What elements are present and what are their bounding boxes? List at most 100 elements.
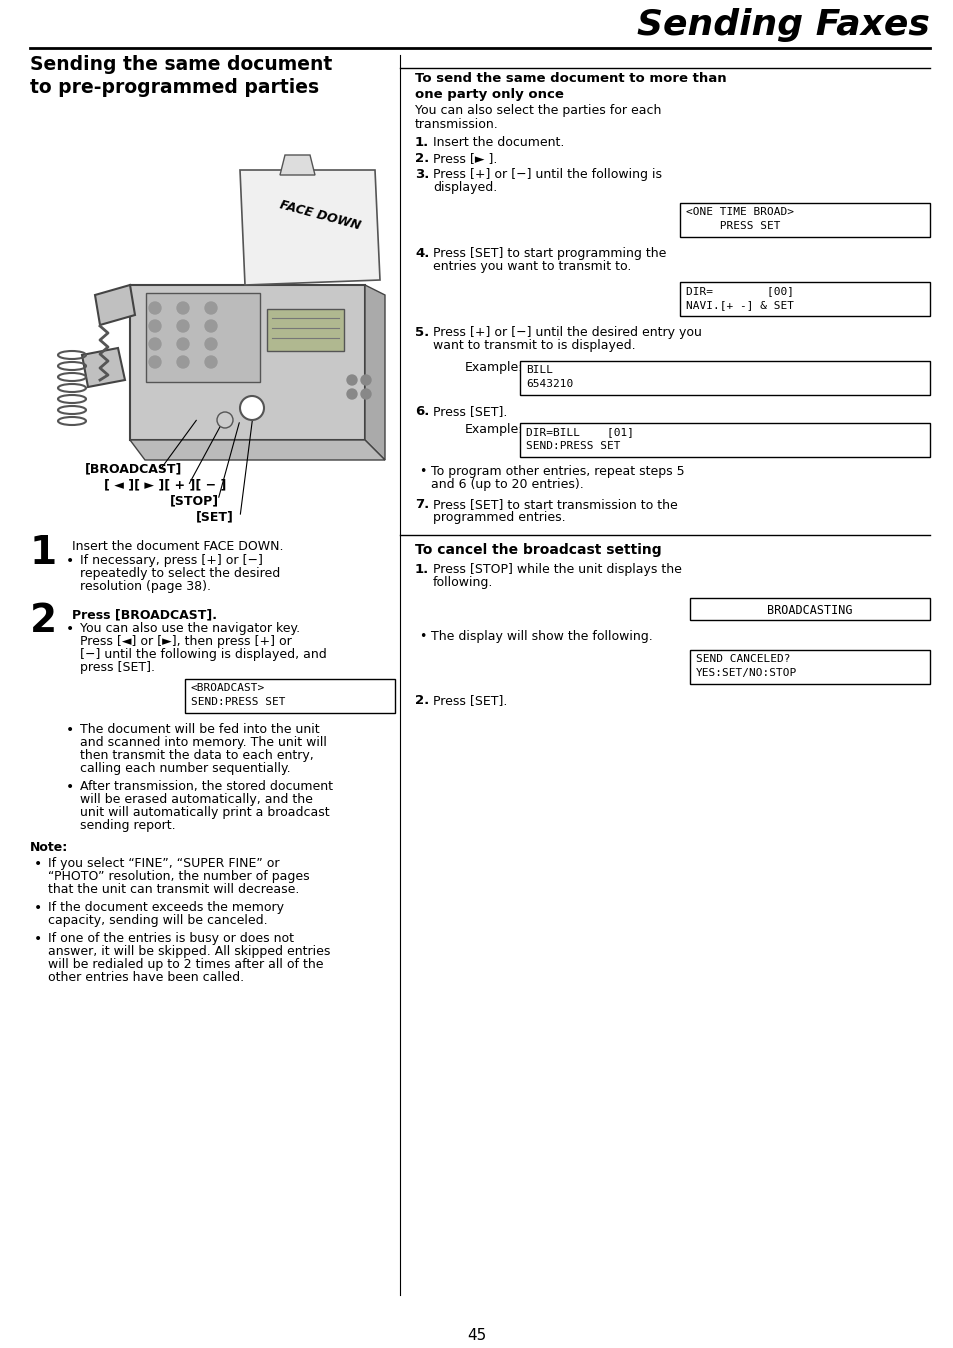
Text: If necessary, press [+] or [−]: If necessary, press [+] or [−] xyxy=(80,554,263,568)
Text: •: • xyxy=(66,621,74,636)
Text: FACE DOWN: FACE DOWN xyxy=(277,198,361,232)
Text: Sending Faxes: Sending Faxes xyxy=(637,8,929,42)
Text: •: • xyxy=(66,723,74,737)
Circle shape xyxy=(149,356,161,368)
Text: displayed.: displayed. xyxy=(433,181,497,194)
Polygon shape xyxy=(280,155,314,175)
Circle shape xyxy=(205,356,216,368)
Text: capacity, sending will be canceled.: capacity, sending will be canceled. xyxy=(48,914,268,927)
Text: •: • xyxy=(418,630,426,643)
Text: 5.: 5. xyxy=(415,326,429,338)
Circle shape xyxy=(216,412,233,429)
Text: [SET]: [SET] xyxy=(195,510,233,523)
Text: The document will be fed into the unit: The document will be fed into the unit xyxy=(80,723,319,736)
Text: Press [+] or [−] until the desired entry you: Press [+] or [−] until the desired entry… xyxy=(433,326,701,338)
FancyBboxPatch shape xyxy=(689,650,929,683)
Polygon shape xyxy=(365,284,385,460)
Text: You can also use the navigator key.: You can also use the navigator key. xyxy=(80,621,300,635)
Text: SEND:PRESS SET: SEND:PRESS SET xyxy=(191,697,285,706)
Text: DIR=        [00]: DIR= [00] xyxy=(685,286,793,297)
Text: Insert the document FACE DOWN.: Insert the document FACE DOWN. xyxy=(71,541,283,553)
Text: •: • xyxy=(34,931,42,946)
Text: BROADCASTING: BROADCASTING xyxy=(766,604,852,616)
Text: 6.: 6. xyxy=(415,404,429,418)
Text: Press [BROADCAST].: Press [BROADCAST]. xyxy=(71,608,216,621)
Text: sending report.: sending report. xyxy=(80,820,175,832)
Circle shape xyxy=(205,338,216,350)
FancyBboxPatch shape xyxy=(689,599,929,620)
Text: resolution (page 38).: resolution (page 38). xyxy=(80,580,211,593)
Text: 6543210: 6543210 xyxy=(525,379,573,390)
Text: Press [STOP] while the unit displays the: Press [STOP] while the unit displays the xyxy=(433,563,681,576)
Text: You can also select the parties for each: You can also select the parties for each xyxy=(415,104,660,117)
Text: press [SET].: press [SET]. xyxy=(80,661,154,674)
FancyBboxPatch shape xyxy=(267,309,344,350)
Text: To send the same document to more than: To send the same document to more than xyxy=(415,71,726,85)
Text: After transmission, the stored document: After transmission, the stored document xyxy=(80,780,333,793)
Text: [STOP]: [STOP] xyxy=(170,493,219,507)
Polygon shape xyxy=(82,348,125,387)
Text: To program other entries, repeat steps 5: To program other entries, repeat steps 5 xyxy=(431,465,684,479)
FancyBboxPatch shape xyxy=(679,204,929,237)
Text: 2.: 2. xyxy=(415,152,429,164)
Text: The display will show the following.: The display will show the following. xyxy=(431,630,652,643)
Circle shape xyxy=(360,375,371,386)
Text: BILL: BILL xyxy=(525,365,553,375)
Text: transmission.: transmission. xyxy=(415,119,498,131)
Text: one party only once: one party only once xyxy=(415,88,563,101)
Circle shape xyxy=(205,319,216,332)
Text: programmed entries.: programmed entries. xyxy=(433,511,565,524)
Text: <ONE TIME BROAD>: <ONE TIME BROAD> xyxy=(685,208,793,217)
Text: other entries have been called.: other entries have been called. xyxy=(48,971,244,984)
Circle shape xyxy=(240,396,264,421)
Text: [−] until the following is displayed, and: [−] until the following is displayed, an… xyxy=(80,648,327,661)
Text: “PHOTO” resolution, the number of pages: “PHOTO” resolution, the number of pages xyxy=(48,869,310,883)
Circle shape xyxy=(177,356,189,368)
Polygon shape xyxy=(95,284,135,325)
Text: If one of the entries is busy or does not: If one of the entries is busy or does no… xyxy=(48,931,294,945)
FancyBboxPatch shape xyxy=(519,423,929,457)
Text: 1.: 1. xyxy=(415,136,429,150)
Circle shape xyxy=(149,302,161,314)
Text: want to transmit to is displayed.: want to transmit to is displayed. xyxy=(433,338,635,352)
Text: will be erased automatically, and the: will be erased automatically, and the xyxy=(80,793,313,806)
Text: If the document exceeds the memory: If the document exceeds the memory xyxy=(48,900,284,914)
Text: repeatedly to select the desired: repeatedly to select the desired xyxy=(80,568,280,580)
Text: 7.: 7. xyxy=(415,497,429,511)
Text: Insert the document.: Insert the document. xyxy=(433,136,564,150)
Text: 45: 45 xyxy=(467,1328,486,1343)
Circle shape xyxy=(177,302,189,314)
Text: SEND CANCELED?: SEND CANCELED? xyxy=(696,654,790,665)
Text: that the unit can transmit will decrease.: that the unit can transmit will decrease… xyxy=(48,883,299,896)
Polygon shape xyxy=(240,170,379,284)
FancyBboxPatch shape xyxy=(185,679,395,713)
Text: entries you want to transmit to.: entries you want to transmit to. xyxy=(433,260,631,274)
Text: DIR=BILL    [01]: DIR=BILL [01] xyxy=(525,427,634,437)
Text: 1: 1 xyxy=(30,534,57,572)
Text: Press [◄] or [►], then press [+] or: Press [◄] or [►], then press [+] or xyxy=(80,635,292,648)
Text: Press [SET] to start programming the: Press [SET] to start programming the xyxy=(433,247,666,260)
Polygon shape xyxy=(130,284,365,439)
Circle shape xyxy=(347,390,356,399)
Text: and scanned into memory. The unit will: and scanned into memory. The unit will xyxy=(80,736,327,749)
Text: 3.: 3. xyxy=(415,168,429,181)
Text: <BROADCAST>: <BROADCAST> xyxy=(191,683,265,693)
Text: •: • xyxy=(34,857,42,871)
Text: Press [SET].: Press [SET]. xyxy=(433,404,507,418)
Text: 4.: 4. xyxy=(415,247,429,260)
Text: NAVI.[+ -] & SET: NAVI.[+ -] & SET xyxy=(685,301,793,310)
Text: Press [SET] to start transmission to the: Press [SET] to start transmission to the xyxy=(433,497,677,511)
Text: calling each number sequentially.: calling each number sequentially. xyxy=(80,762,291,775)
Text: •: • xyxy=(66,780,74,794)
Text: 2: 2 xyxy=(30,603,57,640)
Text: 1.: 1. xyxy=(415,563,429,576)
Text: Press [► ].: Press [► ]. xyxy=(433,152,497,164)
Circle shape xyxy=(360,390,371,399)
Text: Sending the same document: Sending the same document xyxy=(30,55,332,74)
Circle shape xyxy=(149,338,161,350)
Text: and 6 (up to 20 entries).: and 6 (up to 20 entries). xyxy=(431,479,583,491)
FancyBboxPatch shape xyxy=(679,282,929,315)
Text: 2.: 2. xyxy=(415,694,429,706)
Circle shape xyxy=(177,319,189,332)
Text: [ ◄ ][ ► ][ + ][ − ]: [ ◄ ][ ► ][ + ][ − ] xyxy=(104,479,226,491)
